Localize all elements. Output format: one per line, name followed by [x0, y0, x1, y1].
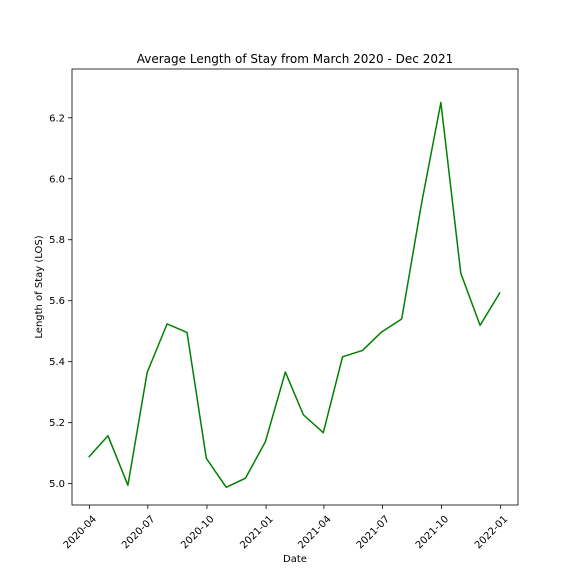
x-axis: 2020-04 2020-07 2020-10 2021-01 2021-04 2021-…: [62, 505, 510, 551]
x-axis-label: Date: [283, 554, 307, 565]
x-tick-label: 2020-04: [62, 514, 99, 551]
series-line-0: [88, 101, 501, 489]
series-layer: [88, 101, 501, 489]
y-tick-label: 5.6: [49, 296, 65, 307]
chart-title: Average Length of Stay from March 2020 -…: [137, 52, 453, 66]
x-tick-label: 2021-01: [238, 514, 275, 551]
plot-frame: [71, 68, 519, 506]
y-tick-label: 5.4: [49, 357, 65, 368]
y-axis-label: Length of Stay (LOS): [34, 235, 45, 338]
y-tick-label: 6.2: [49, 113, 65, 124]
x-tick-label: 2021-04: [296, 514, 333, 551]
x-tick-label: 2021-07: [355, 514, 392, 551]
x-tick-label: 2020-10: [179, 514, 216, 551]
x-tick-label: 2020-07: [120, 514, 157, 551]
y-tick-label: 5.8: [49, 235, 65, 246]
x-tick-label: 2021-10: [414, 514, 451, 551]
y-axis: 5.0 5.2 5.4 5.6 5.8 6.0 6.2: [49, 113, 72, 490]
y-tick-label: 5.0: [49, 479, 65, 490]
y-tick-label: 5.2: [49, 418, 65, 429]
y-tick-label: 6.0: [49, 174, 65, 185]
x-tick-label: 2022-01: [473, 514, 510, 551]
